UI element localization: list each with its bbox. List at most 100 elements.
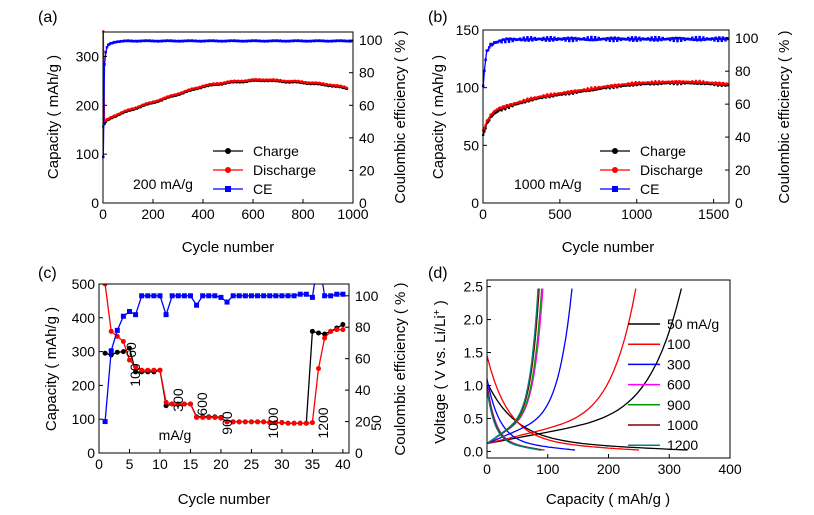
y2-tick-label: 0 (359, 195, 367, 211)
data-point-discharge (255, 419, 261, 425)
series-ce (482, 35, 729, 86)
y2-tick-label: 100 (735, 30, 759, 46)
data-point-ce (528, 38, 532, 41)
data-point-ce (139, 293, 145, 299)
data-point-ce (529, 36, 533, 39)
data-point-ce (126, 309, 132, 315)
data-point-ce (175, 293, 181, 299)
panel-label: (a) (38, 9, 58, 26)
legend-label: 900 (667, 397, 691, 413)
data-point-ce (679, 39, 683, 42)
data-point-ce (527, 39, 530, 42)
data-point-discharge (126, 357, 132, 363)
data-point-ce (586, 36, 589, 39)
data-point-ce (511, 39, 514, 43)
legend-label: 50 mA/g (667, 316, 719, 332)
data-point-ce (504, 40, 507, 44)
data-point-charge (126, 345, 132, 351)
data-point-discharge (345, 86, 349, 90)
data-point-ce (334, 291, 340, 297)
data-point-ce (650, 36, 653, 39)
rate-label: 600 (194, 392, 210, 416)
data-point-ce (236, 293, 242, 299)
data-point-ce (543, 37, 546, 41)
data-point-ce (574, 36, 577, 40)
data-point-ce (547, 37, 550, 41)
panel-label: (b) (428, 9, 448, 26)
y2-tick-label: 40 (355, 382, 371, 398)
data-point-discharge (698, 79, 701, 83)
data-point-discharge (652, 81, 656, 85)
legend-discharge-label: Discharge (640, 162, 703, 178)
data-point-ce (702, 36, 705, 39)
data-point-ce (635, 39, 639, 42)
y2-tick-label: 40 (735, 129, 751, 145)
data-point-ce (194, 302, 200, 308)
data-point-ce (309, 294, 315, 300)
y-axis-label: Capacity ( mAh/g ) (43, 307, 60, 431)
y2-tick-label: 60 (355, 351, 371, 367)
data-point-ce (671, 36, 674, 40)
y-axis-label: Voltage ( V vs. Li/Li+ ) (432, 300, 450, 443)
series-charge (482, 80, 729, 136)
data-point-ce (553, 36, 556, 39)
data-point-discharge (230, 419, 236, 425)
data-point-discharge (139, 367, 145, 373)
x-tick-label: 15 (183, 456, 199, 472)
data-point-ce (340, 291, 346, 297)
x-tick-label: 10 (152, 456, 168, 472)
y2-tick-label: 20 (355, 414, 371, 430)
data-point-ce (722, 37, 726, 41)
data-point-ce (540, 38, 544, 42)
data-point-ce (592, 38, 596, 42)
data-point-discharge (157, 367, 163, 373)
data-point-ce (491, 42, 495, 46)
data-point-discharge (630, 81, 634, 84)
data-point-discharge (507, 105, 511, 108)
data-point-ce (676, 39, 679, 43)
data-point-ce (630, 36, 634, 39)
data-point-ce (588, 38, 592, 42)
x-tick-label: 200 (597, 461, 621, 477)
data-point-ce (631, 39, 635, 42)
data-point-ce (104, 50, 107, 54)
data-point-ce (633, 37, 636, 41)
data-point-ce (590, 35, 593, 39)
y-tick-label: 0 (87, 445, 95, 461)
data-point-ce (724, 38, 727, 42)
y-axis-label: Capacity ( mAh/g ) (45, 55, 62, 179)
data-point-discharge (486, 118, 490, 121)
data-point-discharge (634, 80, 637, 84)
x-axis-label: Capacity ( mAh/g ) (546, 491, 670, 508)
y-tick-label: 50 (463, 137, 479, 153)
data-point-ce (120, 313, 126, 319)
data-point-ce (596, 38, 599, 41)
data-point-discharge (484, 123, 487, 127)
data-point-ce (597, 36, 601, 40)
data-point-ce (181, 293, 187, 299)
panel-label: (c) (38, 265, 57, 282)
data-point-ce (615, 39, 619, 42)
data-point-ce (571, 39, 575, 43)
data-point-ce (506, 37, 510, 41)
y2-tick-label: 80 (735, 63, 751, 79)
data-point-discharge (248, 419, 254, 425)
charge-curve (486, 288, 637, 445)
charge-curve (486, 288, 573, 445)
data-point-discharge (273, 420, 279, 426)
data-point-ce (248, 293, 254, 299)
data-point-ce (564, 39, 567, 42)
data-point-discharge (242, 419, 248, 425)
legend-charge-label: Charge (640, 143, 686, 159)
data-point-ce (279, 293, 285, 299)
data-point-discharge (334, 327, 340, 333)
x-tick-label: 5 (126, 456, 134, 472)
data-point-ce (656, 39, 660, 42)
data-point-ce (570, 36, 573, 40)
rate-annotation: 1000 mA/g (514, 176, 582, 192)
data-point-ce (230, 293, 236, 299)
x-tick-label: 400 (718, 461, 742, 477)
data-point-discharge (151, 367, 157, 373)
y2-tick-label: 80 (359, 65, 375, 81)
y2-tick-label: 60 (359, 97, 375, 113)
